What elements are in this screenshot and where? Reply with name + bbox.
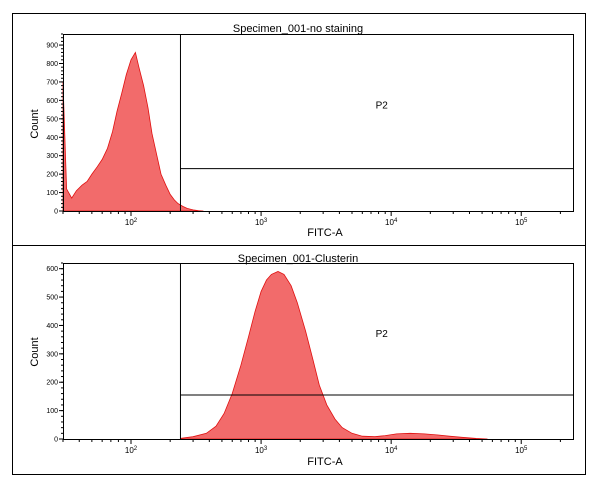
y-tick-label: 500 bbox=[46, 116, 58, 123]
y-tick-label: 200 bbox=[46, 380, 58, 387]
x-tick-label: 104 bbox=[385, 218, 398, 227]
figure-border bbox=[12, 13, 586, 475]
x-tick-label: 104 bbox=[385, 446, 398, 455]
y-tick-label: 200 bbox=[46, 172, 58, 179]
plot-frame bbox=[63, 34, 574, 212]
gate-label: P2 bbox=[376, 100, 389, 111]
panel-2-y-label: Count bbox=[29, 337, 41, 366]
x-tick-label: 103 bbox=[255, 218, 268, 227]
gate-label: P2 bbox=[376, 329, 389, 340]
y-tick-label: 300 bbox=[46, 351, 58, 358]
y-tick-label: 800 bbox=[46, 61, 58, 68]
histogram-area bbox=[62, 51, 204, 212]
panel-1-title: Specimen_001-no staining bbox=[233, 23, 363, 35]
y-tick-label: 100 bbox=[46, 190, 58, 197]
plot-frame bbox=[63, 263, 574, 440]
panel-2-x-label: FITC-A bbox=[307, 456, 343, 468]
y-tick-label: 700 bbox=[46, 79, 58, 86]
panel-1-x-label: FITC-A bbox=[307, 227, 343, 239]
panel-2-plot: 0 100 200 300 400 500 600 102 103 104 105 P2 bbox=[46, 262, 574, 455]
x-tick-label: 105 bbox=[515, 446, 528, 455]
y-tick-label: 300 bbox=[46, 153, 58, 160]
panel-1-y-label: Count bbox=[29, 109, 41, 138]
panel-1-plot: 0 100 200 300 400 500 600 700 800 900 102 103 104 105… bbox=[46, 33, 574, 227]
y-tick-label: 0 bbox=[54, 437, 58, 444]
histogram-area bbox=[180, 271, 488, 440]
y-tick-label: 0 bbox=[54, 209, 58, 216]
x-tick-label: 102 bbox=[125, 218, 138, 227]
y-tick-label: 100 bbox=[46, 408, 58, 415]
y-tick-label: 900 bbox=[46, 43, 58, 50]
x-tick-label: 102 bbox=[125, 446, 138, 455]
y-tick-label: 600 bbox=[46, 266, 58, 273]
panel-1: Specimen_001-no staining Count FITC-A 0 1… bbox=[29, 23, 574, 239]
y-tick-label: 600 bbox=[46, 98, 58, 105]
y-tick-label: 400 bbox=[46, 135, 58, 142]
panel-2-title: Specimen_001-Clusterin bbox=[238, 253, 358, 265]
y-tick-label: 400 bbox=[46, 323, 58, 330]
panel-2: Specimen_001-Clusterin Count FITC-A 0 100… bbox=[29, 253, 574, 468]
x-tick-label: 103 bbox=[255, 446, 268, 455]
x-tick-label: 105 bbox=[515, 218, 528, 227]
y-tick-label: 500 bbox=[46, 295, 58, 302]
